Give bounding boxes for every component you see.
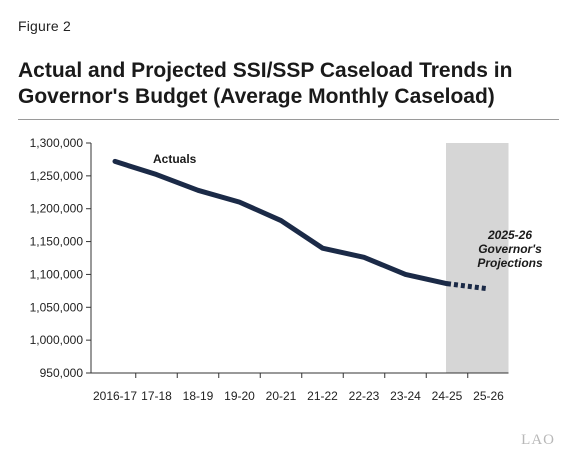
x-tick-label: 2016-17 (93, 389, 137, 403)
projection-annotation-line: 2025-26 (487, 228, 532, 242)
actuals-annotation: Actuals (153, 152, 197, 166)
title-divider (18, 119, 559, 120)
x-tick-label: 21-22 (307, 389, 338, 403)
y-tick-label: 1,000,000 (30, 333, 84, 347)
y-axis: 950,000 1,000,000 1,050,000 1,100,000 1,150,… (30, 136, 92, 380)
x-tick-label: 19-20 (224, 389, 255, 403)
chart-title: Actual and Projected SSI/SSP Caseload Tr… (18, 59, 513, 108)
y-tick-label: 1,300,000 (30, 136, 84, 150)
x-tick-label: 22-23 (349, 389, 380, 403)
x-tick-label: 23-24 (390, 389, 421, 403)
y-tick-label: 1,100,000 (30, 267, 84, 281)
y-tick-label: 1,200,000 (30, 202, 84, 216)
lao-logo: LAO (521, 432, 555, 448)
y-tick-label: 1,150,000 (30, 235, 84, 249)
y-tick-label: 950,000 (40, 366, 84, 380)
x-tick-label: 17-18 (141, 389, 172, 403)
x-axis: 2016-17 17-18 18-19 19-20 20-21 21-22 22-23 23-… (91, 372, 509, 403)
x-tick-label: 25-26 (473, 389, 504, 403)
y-tick-label: 1,250,000 (30, 169, 84, 183)
projection-annotation-line: Governor's (478, 242, 542, 256)
x-tick-label: 20-21 (266, 389, 297, 403)
y-tick-label: 1,050,000 (30, 300, 84, 314)
projection-annotation-line: Projections (477, 256, 543, 270)
series-group (112, 158, 489, 292)
projection-shaded-region (446, 143, 509, 373)
x-tick-label: 24-25 (432, 389, 463, 403)
x-tick-label: 18-19 (183, 389, 214, 403)
actuals-line (112, 158, 450, 287)
figure-label: Figure 2 (18, 18, 71, 34)
